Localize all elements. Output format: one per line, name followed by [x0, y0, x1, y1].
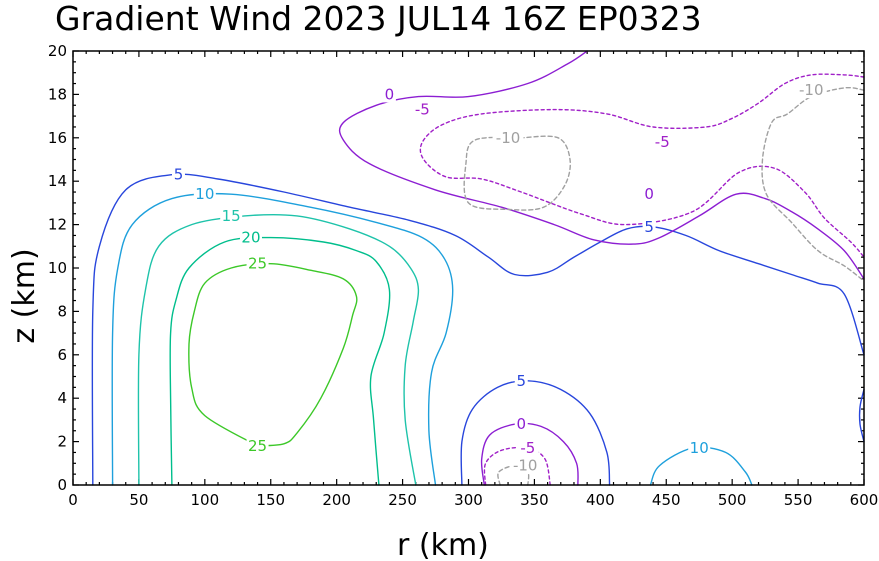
y-tick-label: 20 [48, 42, 67, 60]
contour-label-background [411, 100, 434, 118]
contour-label: 15 [222, 207, 241, 225]
contour-label: 10 [690, 439, 709, 457]
contour-label-background [509, 456, 541, 474]
contour-label: -10 [799, 81, 824, 99]
contour-label-background [492, 128, 524, 146]
contour-line-level-15 [137, 213, 420, 486]
contour-line-level-10 [111, 192, 454, 486]
contour-label: -10 [513, 456, 538, 474]
x-tick-label: 400 [586, 491, 615, 509]
contour-label-background [514, 371, 528, 389]
contour-label-background [516, 439, 539, 457]
x-tick-label: 50 [129, 491, 148, 509]
contour-label: 20 [241, 229, 260, 247]
contour-label-background [382, 85, 396, 103]
contour-label-background [220, 206, 243, 224]
contour-lines [91, 50, 865, 486]
y-tick-label: 8 [57, 302, 67, 320]
contour-label-background [171, 165, 185, 183]
x-tick-label: 250 [388, 491, 417, 509]
y-tick-label: 16 [48, 129, 67, 147]
contour-line-level-neg5 [483, 446, 551, 486]
x-tick-label: 100 [191, 491, 220, 509]
contour-label: 25 [248, 437, 267, 455]
y-axis-title: z (km) [7, 248, 42, 343]
x-tick-label: 350 [520, 491, 549, 509]
y-tick-label: 10 [48, 259, 67, 277]
contour-label: 0 [385, 85, 395, 103]
contour-label-background [246, 254, 269, 272]
x-tick-label: 450 [652, 491, 681, 509]
contour-line-level-5 [91, 173, 865, 486]
contour-label: 5 [516, 372, 526, 390]
contour-line-level-0 [480, 422, 579, 486]
x-tick-label: 500 [718, 491, 747, 509]
contour-label-background [795, 81, 827, 99]
axes: 0 50 100 150 200 250 300 350 400 450 500 550 6000246… [48, 42, 878, 509]
y-tick-label: 0 [57, 476, 67, 494]
x-tick-label: 600 [850, 491, 879, 509]
contour-label-background [239, 228, 262, 246]
contour-line-level-5 [460, 380, 611, 486]
contour-line-level-neg5 [419, 73, 865, 258]
x-tick-label: 200 [322, 491, 351, 509]
contour-label: -10 [496, 129, 521, 147]
y-tick-label: 12 [48, 216, 67, 234]
contour-label-background [193, 185, 216, 203]
contour-label-background [651, 133, 674, 151]
y-tick-label: 2 [57, 433, 67, 451]
contour-label: -5 [655, 133, 670, 151]
contour-label-background [246, 436, 269, 454]
x-axis-title: r (km) [397, 528, 489, 561]
chart-title: Gradient Wind 2023 JUL14 16Z EP0323 [55, 0, 702, 38]
contour-label: 5 [174, 166, 184, 184]
contour-label: 10 [195, 185, 214, 203]
y-tick-label: 6 [57, 346, 67, 364]
contour-line-level-neg10 [761, 86, 865, 282]
y-tick-label: 4 [57, 389, 67, 407]
contour-line-level-25 [188, 262, 358, 447]
contour-line-level-5 [858, 388, 865, 443]
y-tick-label: 14 [48, 172, 67, 190]
contour-line-level-0 [338, 50, 865, 280]
plot-frame [72, 50, 865, 486]
contour-label-background [642, 217, 656, 235]
x-tick-label: 150 [256, 491, 285, 509]
contour-label: 0 [644, 185, 654, 203]
contour-label: 0 [516, 415, 526, 433]
x-tick-label: 550 [784, 491, 813, 509]
x-tick-label: 300 [454, 491, 483, 509]
x-tick-label: 0 [68, 491, 78, 509]
contour-label-background [514, 415, 528, 433]
contour-line-level-neg10 [463, 135, 571, 211]
y-tick-label: 18 [48, 85, 67, 103]
contour-label: -5 [415, 101, 430, 119]
contour-label: 25 [248, 255, 267, 273]
contour-label: -5 [520, 439, 535, 457]
contour-line-level-20 [169, 236, 391, 486]
contour-label-background [642, 185, 656, 203]
contour-label: 5 [644, 218, 654, 236]
contour-label-background [688, 439, 711, 457]
